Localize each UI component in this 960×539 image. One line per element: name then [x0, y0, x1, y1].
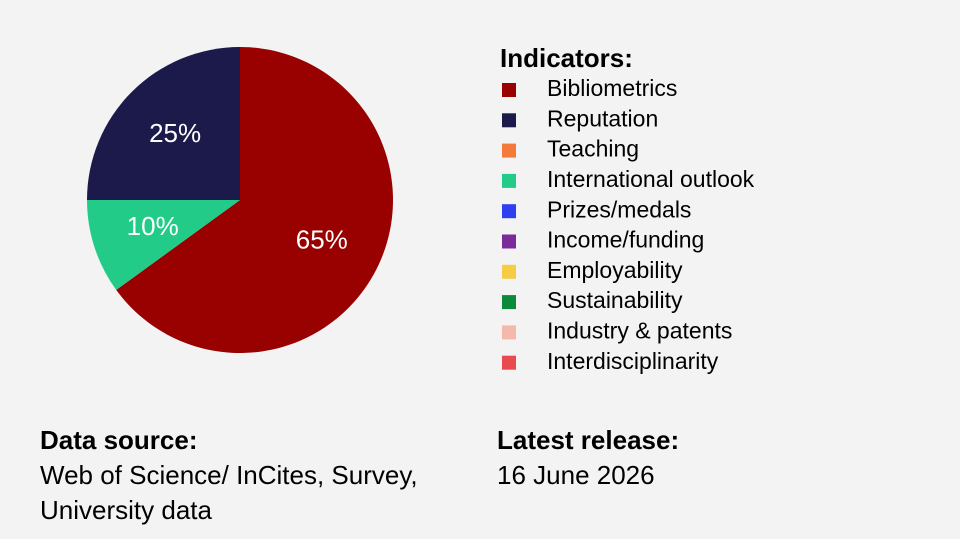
legend-swatch	[502, 83, 516, 97]
legend-swatch	[502, 325, 516, 340]
source-line: Web of Science/ InCites, Survey,	[40, 460, 418, 490]
pie-slice	[116, 47, 393, 354]
legend-label: Interdisciplinarity	[547, 348, 719, 374]
legend-title: Indicators:	[500, 43, 633, 73]
legend-swatch	[502, 264, 516, 279]
legend-label: Reputation	[547, 105, 658, 131]
legend-swatch	[502, 143, 516, 158]
legend-swatch	[502, 295, 516, 310]
legend-label: Teaching	[547, 136, 639, 162]
legend-swatch	[502, 204, 516, 219]
slice-label: 25%	[149, 118, 201, 148]
slice-label: 65%	[296, 225, 348, 255]
legend-label: Industry & patents	[547, 317, 732, 343]
source-title: Data source:	[40, 425, 198, 455]
legend-swatch	[502, 173, 516, 188]
legend-label: Employability	[547, 257, 683, 283]
release-date: 16 June 2026	[497, 460, 655, 490]
legend-label: Bibliometrics	[547, 75, 677, 101]
release-title: Latest release:	[497, 425, 679, 455]
legend-label: Sustainability	[547, 287, 683, 313]
source-line: University data	[40, 495, 212, 525]
legend-swatch	[502, 234, 516, 249]
legend-label: Income/funding	[547, 227, 704, 253]
legend-label: International outlook	[547, 166, 755, 192]
pie-slice	[87, 47, 240, 200]
legend-swatch	[502, 355, 516, 370]
legend-swatch	[502, 113, 516, 128]
slice-label: 10%	[127, 211, 179, 241]
legend-label: Prizes/medals	[547, 196, 691, 222]
pie-slice	[87, 200, 240, 290]
